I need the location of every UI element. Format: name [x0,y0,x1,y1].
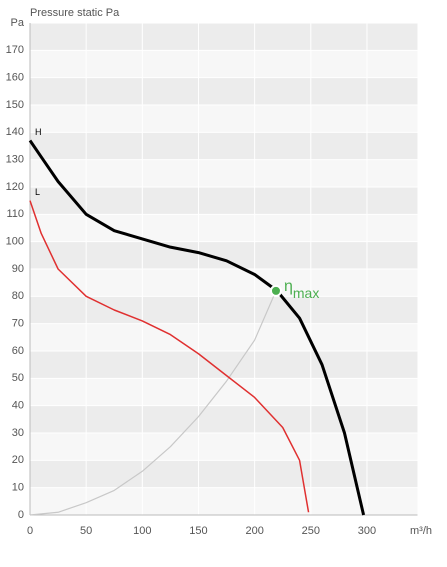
band [30,132,418,160]
x-tick-label: 200 [245,525,263,537]
y-tick-label: 60 [12,345,24,357]
optimum-point [269,284,282,297]
y-tick-label: 10 [12,482,24,494]
y-tick-label: 120 [6,181,24,193]
series-line [28,139,366,516]
x-tick-label: 100 [133,525,151,537]
y-tick-label: 80 [12,290,24,302]
y-tick-label: 90 [12,263,24,275]
series-line [29,200,310,513]
optimum-subscript: max [293,285,319,301]
x-tick-label: 250 [302,525,320,537]
band [30,77,418,105]
optimum-symbol: η [284,278,293,295]
y-tick-label: 110 [6,208,24,220]
band [30,23,418,51]
x-tick-label: 300 [358,525,376,537]
system-curve [29,290,277,516]
x-axis-label: m³/h [410,525,432,537]
y-tick-label: 50 [12,372,24,384]
y-tick-label: 130 [6,154,24,166]
optimum-label: ηmax [284,278,319,300]
band [30,187,418,215]
y-tick-label: 170 [6,44,24,56]
series-label: H [35,127,42,137]
y-tick-label: 30 [12,427,24,439]
y-tick-label: 0 [18,509,24,521]
y-tick-label: 70 [12,318,24,330]
chart-title: Pressure static Pa [30,7,120,19]
y-tick-label: 20 [12,454,24,466]
x-tick-label: 150 [189,525,207,537]
y-tick-label: 150 [6,99,24,111]
y-tick-label: 40 [12,400,24,412]
band [30,460,418,488]
series-label: L [35,187,40,197]
band [30,405,418,433]
y-tick-label: 160 [6,72,24,84]
band [30,241,418,269]
y-tick-label: 100 [6,236,24,248]
y-tick-label: Pa [11,17,25,29]
y-tick-label: 140 [6,126,24,138]
x-tick-label: 50 [80,525,92,537]
x-tick-label: 0 [27,525,33,537]
band [30,296,418,324]
